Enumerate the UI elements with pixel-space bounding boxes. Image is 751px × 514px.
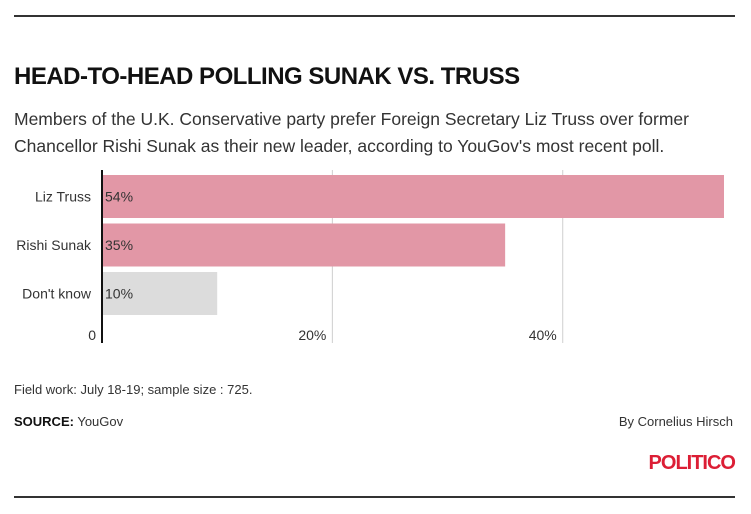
source-line: SOURCE: YouGov <box>14 414 123 429</box>
x-tick-label: 40% <box>529 327 557 343</box>
x-tick-label: 0 <box>88 327 96 343</box>
bar-chart: 54% Liz Truss 35% Rishi Sunak 10% Don't know 0… <box>16 170 724 343</box>
bar <box>102 175 724 218</box>
chart-subtitle: Members of the U.K. Conservative party p… <box>14 109 689 156</box>
top-rule <box>14 15 735 17</box>
bar <box>102 223 506 267</box>
category-label: Rishi Sunak <box>16 237 92 253</box>
politico-logo: POLITICO <box>648 452 736 474</box>
bar-value-label: 10% <box>105 286 133 302</box>
source-value: YouGov <box>77 414 124 429</box>
chart-title: HEAD-TO-HEAD POLLING SUNAK VS. TRUSS <box>14 63 520 90</box>
bar <box>102 272 218 315</box>
byline: By Cornelius Hirsch <box>618 414 733 429</box>
bar-value-label: 54% <box>105 189 133 205</box>
x-tick-label: 20% <box>298 327 326 343</box>
category-label: Don't know <box>22 286 92 302</box>
category-label: Liz Truss <box>35 189 91 205</box>
source-label: SOURCE: <box>14 414 74 429</box>
bottom-rule <box>14 496 735 498</box>
bar-value-label: 35% <box>105 237 133 253</box>
fieldwork-note: Field work: July 18-19; sample size : 72… <box>14 382 253 397</box>
